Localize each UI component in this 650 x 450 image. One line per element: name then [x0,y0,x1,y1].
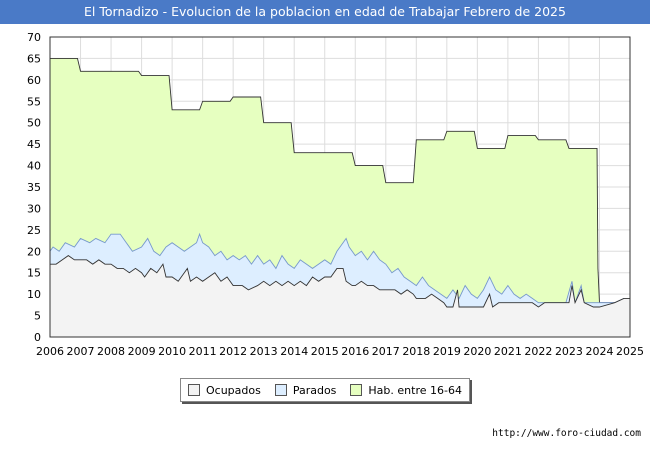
y-tick-label: 10 [27,288,41,301]
legend-item-parados: Parados [274,383,337,397]
y-tick-label: 45 [27,138,41,151]
x-tick-label: 2012 [219,345,247,358]
x-tick-label: 2009 [128,345,156,358]
legend-label-ocupados: Ocupados [205,383,261,397]
x-tick-label: 2011 [189,345,217,358]
legend-label-parados: Parados [292,383,337,397]
y-tick-label: 5 [34,310,41,323]
legend-swatch-parados [274,384,287,396]
y-tick-label: 65 [27,52,41,65]
x-tick-label: 2014 [280,345,308,358]
y-tick-label: 35 [27,181,41,194]
legend-item-ocupados: Ocupados [187,383,261,397]
x-tick-label: 2016 [341,345,369,358]
legend-swatch-hab [350,384,363,396]
y-tick-label: 70 [27,31,41,44]
chart-title: El Tornadizo - Evolucion de la poblacion… [0,0,650,24]
legend-label-hab: Hab. entre 16-64 [368,383,462,397]
x-tick-label: 2023 [555,345,583,358]
y-tick-label: 60 [27,74,41,87]
plot-frame [49,36,631,338]
x-tick-label: 2006 [36,345,64,358]
y-tick-label: 40 [27,160,41,173]
y-tick-label: 30 [27,202,41,215]
x-tick-label: 2018 [402,345,430,358]
x-tick-label: 2019 [433,345,461,358]
legend: Ocupados Parados Hab. entre 16-64 [180,378,470,402]
y-tick-labels: 0 5 10 15 20 25 30 35 40 45 50 55 60 65 70 [27,31,41,344]
x-tick-label: 2008 [97,345,125,358]
x-tick-label: 2007 [67,345,95,358]
y-tick-label: 25 [27,224,41,237]
x-tick-label: 2021 [494,345,522,358]
x-tick-label: 2025 [616,345,644,358]
x-tick-label: 2020 [463,345,491,358]
x-tick-label: 2024 [585,345,613,358]
legend-swatch-ocupados [187,384,200,396]
y-tick-label: 55 [27,95,41,108]
x-tick-label: 2010 [158,345,186,358]
source-link[interactable]: http://www.foro-ciudad.com [492,428,641,439]
series-hab-line [50,57,630,304]
y-tick-label: 50 [27,117,41,130]
y-tick-label: 15 [27,267,41,280]
y-tick-label: 20 [27,245,41,258]
x-tick-label: 2017 [372,345,400,358]
series-parados-line [49,232,630,304]
series-ocupados-line [50,255,630,308]
y-tick-label: 0 [34,331,41,344]
x-tick-label: 2022 [524,345,552,358]
series-areas [49,57,630,338]
x-tick-label: 2015 [311,345,339,358]
x-tick-label: 2013 [250,345,278,358]
series-ocupados-area [50,255,630,337]
legend-item-hab: Hab. entre 16-64 [350,384,462,397]
axes [49,36,631,338]
x-tick-labels: 2006 2007 2008 2009 2010 2011 2012 2013 2014 2015… [36,345,644,358]
